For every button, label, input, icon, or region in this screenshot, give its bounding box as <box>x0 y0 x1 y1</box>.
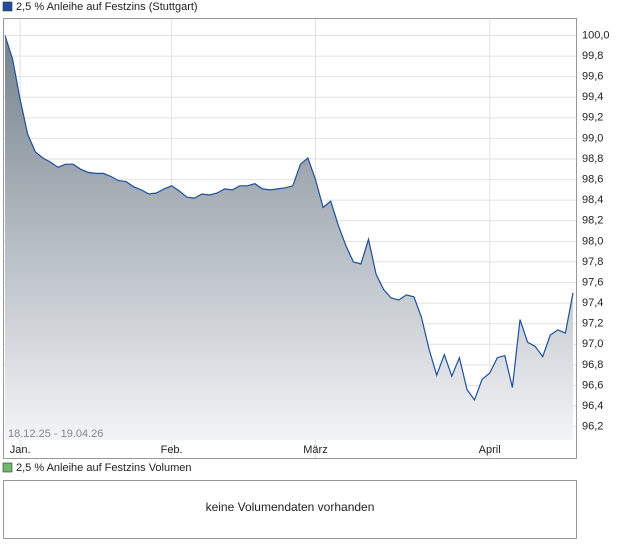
y-tick-label: 98,6 <box>582 174 603 186</box>
y-tick-label: 96,2 <box>582 421 603 433</box>
y-tick-label: 99,6 <box>582 71 603 83</box>
volume-frame <box>3 480 577 539</box>
x-tick-label: April <box>479 444 501 456</box>
y-tick-label: 99,8 <box>582 50 603 62</box>
y-tick-label: 96,4 <box>582 400 603 412</box>
y-tick-label: 98,0 <box>582 235 603 247</box>
y-tick-label: 98,8 <box>582 153 603 165</box>
legend-swatch <box>2 462 13 473</box>
y-tick-label: 97,2 <box>582 318 603 330</box>
chart-title: 2,5 % Anleihe auf Festzins (Stuttgart) <box>16 1 198 13</box>
y-tick-label: 97,8 <box>582 256 603 268</box>
area <box>5 35 573 440</box>
y-tick-label: 100,0 <box>582 29 610 41</box>
x-tick-label: Feb. <box>161 444 183 456</box>
y-tick-label: 99,0 <box>582 132 603 144</box>
y-tick-label: 97,4 <box>582 297 603 309</box>
y-tick-label: 98,2 <box>582 215 603 227</box>
legend-swatch <box>2 1 13 12</box>
line <box>4 35 574 402</box>
y-tick-label: 98,4 <box>582 194 603 206</box>
volume-title: 2,5 % Anleihe auf Festzins Volumen <box>16 462 192 474</box>
range-label: 18.12.25 - 19.04.26 <box>8 428 103 440</box>
y-tick-label: 99,2 <box>582 112 603 124</box>
y-tick-label: 96,6 <box>582 379 603 391</box>
y-tick-label: 97,0 <box>582 338 603 350</box>
x-tick-label: Jan. <box>10 444 31 456</box>
volume-message: keine Volumendaten vorhanden <box>206 500 375 514</box>
y-tick-label: 99,4 <box>582 91 603 103</box>
y-tick-label: 97,6 <box>582 276 603 288</box>
y-tick-label: 96,8 <box>582 359 603 371</box>
x-tick-label: März <box>303 444 327 456</box>
